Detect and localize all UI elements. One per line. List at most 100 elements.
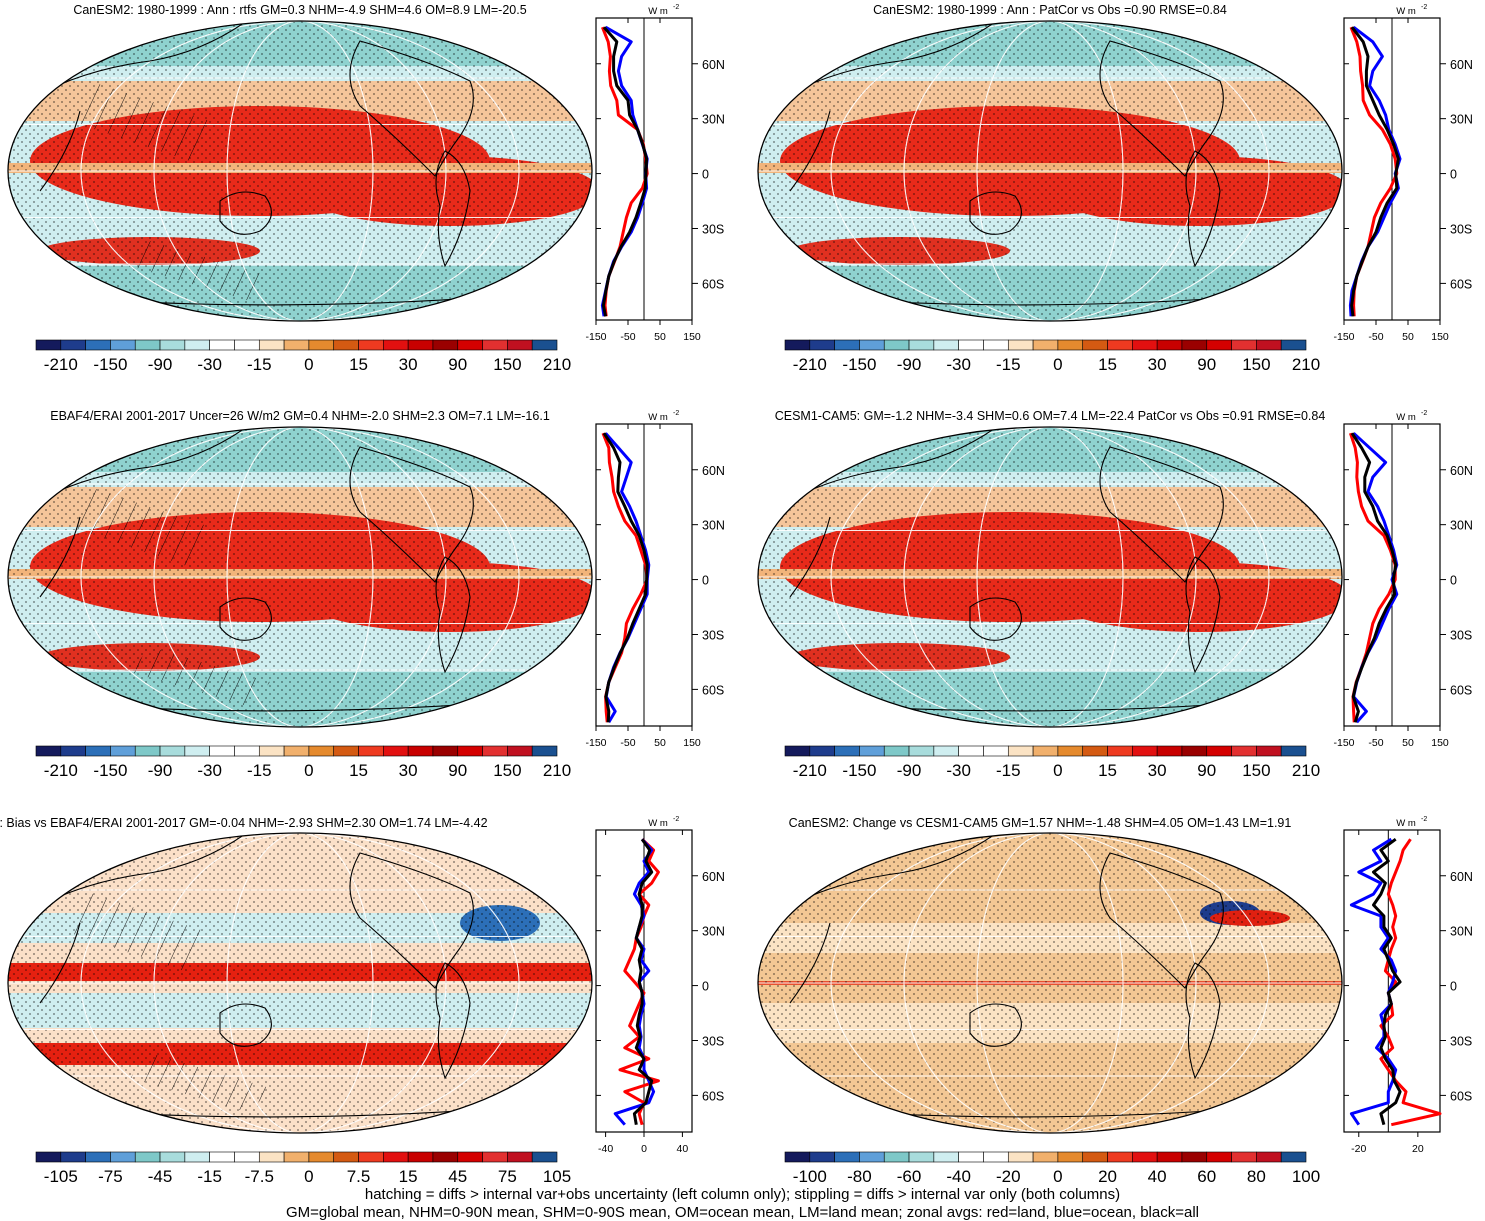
colorbar-tick-label: -210	[793, 355, 827, 374]
colorbar-tick-label: 80	[1247, 1167, 1266, 1186]
profile-y-tick-label: 0	[1450, 168, 1457, 182]
profile-y-tick-label: 30N	[702, 519, 725, 533]
coast-north-america	[1099, 446, 1224, 583]
colorbar-tick-label: 15	[349, 355, 368, 374]
colorbar-swatch	[531, 745, 558, 757]
colorbar-swatch	[859, 339, 885, 351]
coast-south-america	[1185, 150, 1221, 268]
colorbar-swatch	[1156, 1151, 1183, 1163]
map-hatching	[70, 893, 270, 1113]
profile-x-tick-label: -50	[1368, 737, 1383, 749]
colorbar-tick-label: 90	[448, 355, 467, 374]
graticule-meridian	[830, 833, 1270, 1133]
colorbar-tick-label: -150	[93, 355, 127, 374]
profile-x-tick-label: 50	[654, 331, 666, 343]
profile-series-line-2	[1352, 432, 1399, 724]
colorbar-swatch	[908, 745, 935, 757]
colorbar-swatch	[258, 339, 285, 351]
colorbar-swatch	[1132, 1151, 1158, 1163]
colorbar-tick-label: 210	[1292, 355, 1320, 374]
profile-y-tick-label: 30S	[702, 222, 724, 236]
profile-unit-label: W m	[648, 6, 668, 17]
colorbar-tick-label: 30	[1148, 761, 1167, 780]
colorbar-swatch	[283, 745, 310, 757]
profile-unit-exponent: -2	[673, 410, 679, 417]
colorbar-tick-label: -20	[996, 1167, 1021, 1186]
colorbar-tick-label: -45	[148, 1167, 173, 1186]
footnote-hatching: hatching = diffs > internal var+obs unce…	[364, 1186, 1121, 1203]
colorbar-swatch	[834, 339, 860, 351]
colorbar-tick-label: 0	[304, 1167, 313, 1186]
colorbar-swatch	[234, 1151, 260, 1163]
zonal-profile-5: 60N 30N 0 30S 60S -40 0 40 W m -2	[595, 816, 725, 1155]
colorbar-swatch	[283, 339, 310, 351]
coast-north-america	[349, 40, 474, 177]
profile-unit-label: W m	[648, 412, 668, 423]
map-outline	[757, 20, 1343, 322]
coast-north-america	[1099, 40, 1224, 177]
colorbar-swatch	[1280, 339, 1307, 351]
graticule-meridian	[830, 427, 1270, 727]
profile-unit-label: W m	[1396, 412, 1416, 423]
profile-y-tick-label: 30N	[1450, 113, 1473, 127]
panel-title: EBAF4/ERAI 2001-2017 Uncer=26 W/m2 GM=0.…	[50, 409, 550, 423]
colorbar-swatch	[908, 1151, 935, 1163]
panel-title: CanESM2: Change vs CESM1-CAM5 GM=1.57 NH…	[789, 816, 1292, 830]
map-graticule	[8, 833, 592, 1133]
colorbar-swatch	[85, 339, 111, 351]
profile-y-tick-label: 60N	[1450, 870, 1473, 884]
colorbar-swatch	[1107, 1151, 1133, 1163]
colorbar-swatch	[184, 745, 210, 757]
colorbar-swatch	[1181, 1151, 1208, 1163]
colorbar-swatch	[933, 745, 959, 757]
colorbar-swatch	[432, 1151, 459, 1163]
colorbar-swatch	[1256, 745, 1282, 757]
profile-x-tick-label: -150	[585, 331, 606, 343]
profile-x-tick-label: 150	[683, 737, 701, 749]
graticule-meridian	[976, 21, 1124, 321]
colorbar-swatch	[308, 1151, 335, 1163]
graticule-meridian	[153, 427, 447, 727]
coast-north-america	[349, 852, 474, 989]
panel-title: CanESM2: 1980-1999 : Ann : rtfs GM=0.3 N…	[73, 3, 526, 17]
map-graticule	[8, 427, 592, 727]
zonal-profile-2: 60N 30N 0 30S 60S -150 -50 50 150 W m -2	[1333, 4, 1472, 343]
colorbar-swatch	[110, 339, 136, 351]
colorbar-swatch	[933, 1151, 959, 1163]
colorbar-swatch	[1032, 745, 1059, 757]
colorbar-tick-label: 7.5	[347, 1167, 371, 1186]
map-panel-2: CanESM2: 1980-1999 : Ann : PatCor vs Obs…	[757, 3, 1343, 322]
map-graticule	[758, 21, 1342, 321]
colorbar-tick-label: -60	[897, 1167, 922, 1186]
colorbar-tick-label: -15	[996, 761, 1021, 780]
colorbar-swatch	[784, 339, 811, 351]
profile-y-tick-label: 60S	[702, 277, 724, 291]
colorbar-swatch	[383, 339, 409, 351]
colorbar-swatch	[35, 745, 62, 757]
colorbar-swatch	[1082, 339, 1108, 351]
colorbar-swatch	[859, 745, 885, 757]
colorbar-swatch	[958, 745, 984, 757]
colorbar-swatch	[1007, 745, 1034, 757]
colorbar-tick-label: -100	[793, 1167, 827, 1186]
colorbar-swatch	[407, 1151, 434, 1163]
colorbar-swatch	[958, 1151, 984, 1163]
map-panel-1: CanESM2: 1980-1999 : Ann : rtfs GM=0.3 N…	[7, 3, 593, 322]
colorbar-tick-label: 210	[543, 355, 571, 374]
profile-y-tick-label: 30S	[1450, 222, 1472, 236]
profile-series-line-3	[601, 26, 649, 317]
panel-title: CESM1-CAM5: GM=-1.2 NHM=-3.4 SHM=0.6 OM=…	[775, 409, 1326, 423]
graticule-meridian	[830, 21, 1270, 321]
colorbar-swatch	[1156, 339, 1183, 351]
profile-x-tick-label: 0	[641, 1143, 647, 1155]
colorbar-swatch	[1256, 1151, 1282, 1163]
colorbar-swatch	[1007, 1151, 1034, 1163]
profile-series-line-3	[632, 838, 654, 1125]
profile-y-tick-label: 60N	[1450, 464, 1473, 478]
colorbar-swatch	[809, 1151, 835, 1163]
colorbar-swatch	[407, 745, 434, 757]
coast-south-america	[435, 150, 471, 268]
profile-series-line-3	[602, 432, 649, 723]
colorbar-swatch	[983, 1151, 1009, 1163]
